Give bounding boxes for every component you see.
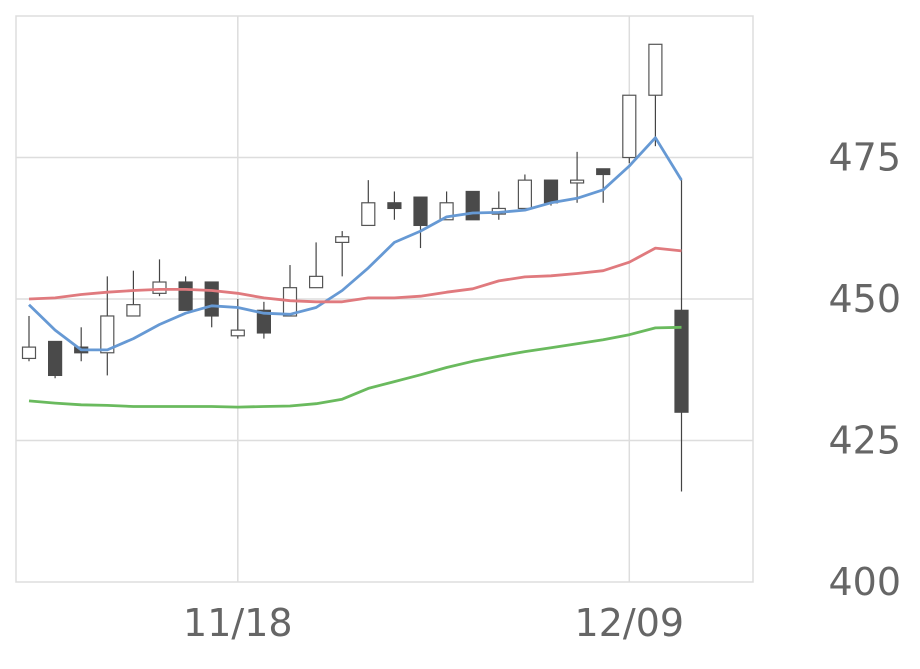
candle-up [622,94,637,164]
candle-body [152,281,167,294]
candle-body [465,190,480,221]
candle-body [387,202,402,210]
y-tick-label: 425 [828,419,901,463]
candle-body [569,179,585,184]
candle-up [335,231,350,277]
y-axis-tick-labels: 400 425 450 475 [828,136,901,605]
candle-body [413,196,428,227]
candle-up [569,151,585,203]
candle-up [648,43,663,147]
candle-up [230,299,245,339]
candle-up [126,270,141,317]
moving-average-line [28,246,682,304]
y-tick-label: 400 [828,560,901,604]
candle-down [256,301,271,339]
candle-down [596,168,611,203]
candle-body [256,309,271,334]
candle-body [309,275,324,289]
candle-body [596,168,611,176]
candles [21,43,689,492]
moving-average-line [28,136,683,352]
candle-down [674,180,689,492]
candle-body [674,309,689,413]
candle-body [517,179,533,210]
candle-body [100,315,115,354]
candle-down [387,191,402,220]
candle-body [361,202,376,227]
candle-body [335,236,350,244]
candle-down [178,276,193,311]
candle-body [21,346,37,360]
candle-body [126,304,141,317]
candle-body [230,329,245,337]
candle-up [309,242,324,289]
candle-down [413,196,428,249]
candle-up [21,315,37,362]
candle-up [517,174,533,210]
y-tick-label: 450 [828,277,901,321]
candle-body [543,179,559,204]
candle-body [178,281,193,311]
x-axis-tick-labels: 11/18 12/09 [183,601,684,645]
candle-body [622,94,637,159]
moving-average-line [28,325,682,409]
x-tick-label: 11/18 [183,601,293,645]
moving-average-lines [28,136,683,409]
y-tick-label: 475 [828,136,901,180]
candle-body [47,340,63,377]
candle-down [465,190,480,221]
candle-body [204,281,219,317]
candle-body [648,43,663,96]
candle-up [361,180,376,227]
x-tick-label: 12/09 [575,601,685,645]
candle-down [47,340,63,379]
